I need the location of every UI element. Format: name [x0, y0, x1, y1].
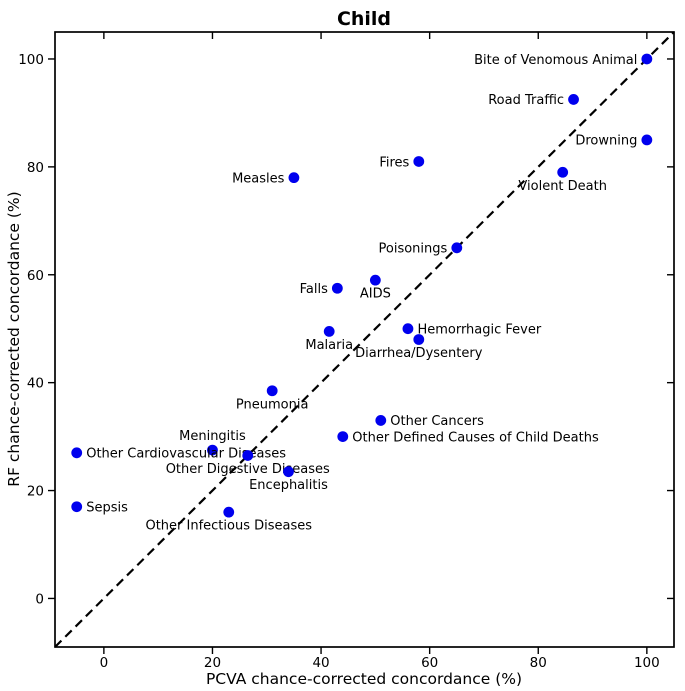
point-label-malaria: Malaria [305, 338, 353, 353]
data-point-aids [369, 274, 381, 286]
data-point-other-cardiovascular-diseases [71, 447, 83, 459]
x-tick-label: 80 [530, 655, 547, 671]
data-point-other-defined-causes-of-child-deaths [337, 431, 349, 443]
y-tick-label: 100 [18, 52, 44, 68]
y-tick-label: 60 [27, 268, 44, 284]
point-label-other-defined-causes-of-child-deaths: Other Defined Causes of Child Deaths [352, 430, 599, 445]
y-tick-label: 80 [27, 160, 44, 176]
point-label-pneumonia: Pneumonia [236, 397, 309, 412]
data-point-bite-of-venomous-animal [641, 53, 653, 65]
data-point-meningitis [207, 444, 218, 456]
data-point-drowning [641, 134, 653, 146]
data-point-sepsis [71, 501, 83, 513]
x-tick-label: 20 [204, 655, 221, 671]
chart-title: Child [337, 8, 391, 30]
data-point-measles [288, 172, 300, 184]
x-axis-label: PCVA chance-corrected concordance (%) [206, 670, 522, 688]
point-label-fires: Fires [379, 155, 409, 170]
point-label-road-traffic: Road Traffic [488, 93, 564, 108]
point-label-bite-of-venomous-animal: Bite of Venomous Animal [474, 53, 637, 68]
point-label-meningitis: Meningitis [179, 429, 246, 444]
point-label-diarrhea-dysentery: Diarrhea/Dysentery [355, 346, 483, 361]
data-point-malaria [323, 326, 335, 337]
point-label-encephalitis: Encephalitis [249, 478, 328, 493]
point-label-other-cardiovascular-diseases: Other Cardiovascular Diseases [86, 447, 286, 462]
y-axis-label: RF chance-corrected concordance (%) [5, 191, 23, 486]
x-tick-label: 100 [634, 655, 660, 671]
data-point-poisonings [451, 242, 463, 254]
data-point-encephalitis [283, 466, 294, 478]
plot-content: 0 20 40 60 80 100 0 20 40 60 80 100 Bite of Venomous… [18, 31, 675, 671]
point-label-hemorrhagic-fever: Hemorrhagic Fever [417, 323, 541, 338]
data-point-diarrhea-dysentery [413, 334, 425, 345]
x-tick-label: 60 [421, 655, 438, 671]
y-tick-label: 0 [35, 591, 44, 607]
axes-frame [54, 31, 675, 648]
x-tick-label: 0 [100, 655, 109, 671]
point-label-sepsis: Sepsis [86, 501, 128, 516]
data-point-other-cancers [375, 415, 387, 426]
data-point-pneumonia [266, 385, 278, 397]
data-point-fires [413, 156, 425, 167]
point-label-aids: AIDS [360, 287, 391, 302]
point-label-violent-death: Violent Death [518, 179, 607, 194]
data-point-falls [331, 282, 343, 294]
data-point-hemorrhagic-fever [402, 323, 414, 335]
point-label-other-digestive-diseases: Other Digestive Diseases [166, 462, 330, 477]
point-label-measles: Measles [232, 171, 285, 186]
point-label-other-cancers: Other Cancers [390, 414, 484, 429]
point-label-falls: Falls [300, 282, 328, 297]
point-label-drowning: Drowning [575, 134, 637, 149]
data-point-other-digestive-diseases [242, 450, 254, 461]
x-tick-label: 40 [312, 655, 329, 671]
y-tick-label: 40 [27, 376, 44, 392]
point-label-poisonings: Poisonings [379, 242, 448, 257]
data-point-other-infectious-diseases [223, 506, 235, 518]
point-label-other-infectious-diseases: Other Infectious Diseases [145, 519, 312, 534]
data-point-violent-death [557, 166, 569, 178]
data-point-road-traffic [568, 94, 579, 105]
identity-line [54, 31, 675, 648]
y-tick-label: 20 [27, 484, 44, 500]
